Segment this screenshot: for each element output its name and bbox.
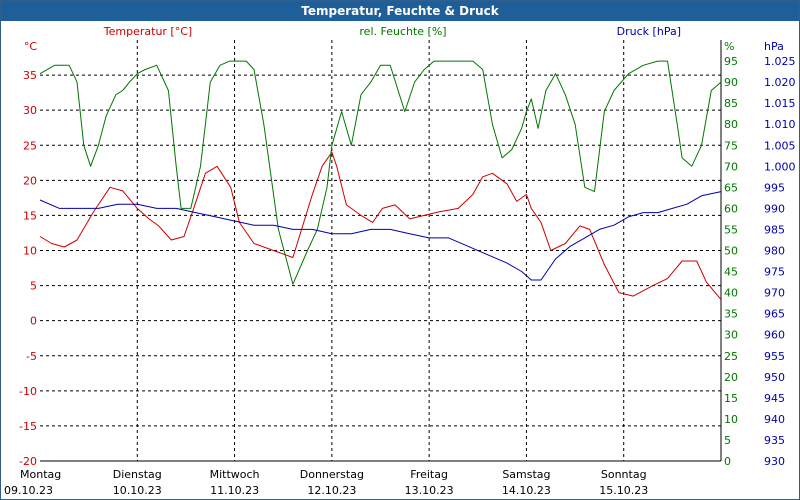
humidity-unit-label: %	[724, 40, 734, 53]
humidity-tick-label: 70	[724, 160, 738, 173]
axis-layer: Temperatur [°C] rel. Feuchte [%] Druck [hP…	[4, 25, 796, 497]
date-label: 09.10.23	[4, 484, 53, 497]
temperature-tick-label: 10	[23, 245, 37, 258]
temperature-tick-label: -5	[26, 350, 37, 363]
date-label: 14.10.23	[502, 484, 551, 497]
humidity-tick-label: 35	[724, 308, 738, 321]
pressure-tick-label: 935	[764, 434, 785, 447]
pressure-tick-label: 985	[764, 223, 785, 236]
date-label: 10.10.23	[113, 484, 162, 497]
temperature-series-line	[39, 151, 722, 300]
humidity-tick-label: 25	[724, 350, 738, 363]
humidity-tick-label: 55	[724, 223, 738, 236]
series-layer	[39, 60, 722, 300]
humidity-tick-label: 95	[724, 55, 738, 68]
humidity-tick-label: 15	[724, 392, 738, 405]
pressure-tick-label: 1.015	[764, 97, 796, 110]
humidity-tick-label: 60	[724, 202, 738, 215]
humidity-tick-label: 90	[724, 76, 738, 89]
pressure-tick-label: 930	[764, 455, 785, 468]
humidity-tick-label: 80	[724, 118, 738, 131]
humidity-tick-label: 50	[724, 245, 738, 258]
chart-title: Temperatur, Feuchte & Druck	[1, 1, 799, 21]
temperature-tick-label: 30	[23, 104, 37, 117]
humidity-tick-label: 75	[724, 139, 738, 152]
day-label: Samstag	[502, 468, 550, 481]
humidity-tick-label: 45	[724, 266, 738, 279]
temperature-tick-label: 35	[23, 69, 37, 82]
humidity-tick-label: 5	[724, 434, 731, 447]
humidity-tick-label: 65	[724, 181, 738, 194]
pressure-tick-label: 1.025	[764, 55, 796, 68]
temperature-tick-label: 20	[23, 174, 37, 187]
day-label: Montag	[20, 468, 61, 481]
pressure-tick-label: 940	[764, 413, 785, 426]
pressure-tick-label: 970	[764, 287, 785, 300]
day-label: Sonntag	[601, 468, 647, 481]
temperature-tick-label: 0	[30, 315, 37, 328]
temperature-tick-label: 5	[30, 280, 37, 293]
date-label: 15.10.23	[599, 484, 648, 497]
temperature-tick-label: -20	[19, 455, 37, 468]
pressure-axis-title: Druck [hPa]	[617, 25, 681, 38]
day-label: Mittwoch	[210, 468, 260, 481]
pressure-tick-label: 995	[764, 181, 785, 194]
pressure-tick-label: 950	[764, 371, 785, 384]
humidity-tick-label: 0	[724, 455, 731, 468]
temperature-unit-label: °C	[24, 40, 38, 53]
temperature-axis-title: Temperatur [°C]	[103, 25, 192, 38]
date-label: 12.10.23	[307, 484, 356, 497]
date-label: 13.10.23	[405, 484, 454, 497]
pressure-tick-label: 980	[764, 245, 785, 258]
humidity-axis-title: rel. Feuchte [%]	[359, 25, 446, 38]
grid-layer	[40, 40, 721, 461]
humidity-tick-label: 40	[724, 287, 738, 300]
pressure-tick-label: 1.020	[764, 76, 796, 89]
humidity-series-line	[39, 60, 722, 285]
pressure-series-line	[39, 191, 722, 281]
humidity-tick-label: 20	[724, 371, 738, 384]
temperature-tick-label: -10	[19, 385, 37, 398]
temperature-tick-label: -15	[19, 420, 37, 433]
pressure-tick-label: 955	[764, 350, 785, 363]
pressure-tick-label: 945	[764, 392, 785, 405]
day-label: Freitag	[410, 468, 448, 481]
day-label: Donnerstag	[300, 468, 364, 481]
pressure-tick-label: 960	[764, 329, 785, 342]
pressure-tick-label: 965	[764, 308, 785, 321]
pressure-unit-label: hPa	[764, 40, 784, 53]
pressure-tick-label: 990	[764, 202, 785, 215]
temperature-tick-label: 25	[23, 139, 37, 152]
humidity-tick-label: 85	[724, 97, 738, 110]
pressure-tick-label: 975	[764, 266, 785, 279]
humidity-tick-label: 10	[724, 413, 738, 426]
date-label: 11.10.23	[210, 484, 259, 497]
pressure-tick-label: 1.000	[764, 160, 796, 173]
humidity-tick-label: 30	[724, 329, 738, 342]
pressure-tick-label: 1.005	[764, 139, 796, 152]
pressure-tick-label: 1.010	[764, 118, 796, 131]
temperature-tick-label: 15	[23, 209, 37, 222]
day-label: Dienstag	[113, 468, 162, 481]
